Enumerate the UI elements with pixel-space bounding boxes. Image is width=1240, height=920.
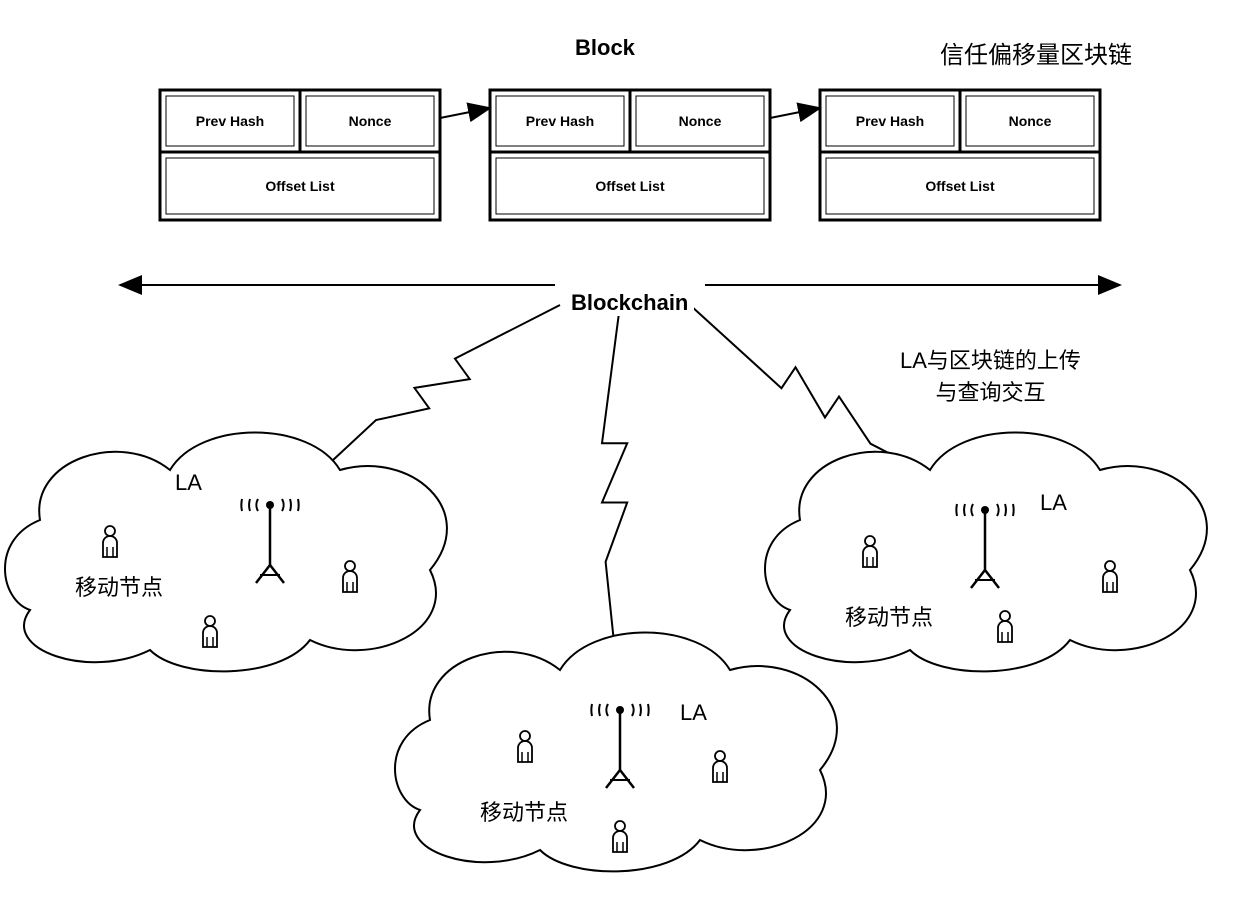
- cloud-group-1: LA 移动节点: [395, 633, 837, 872]
- svg-text:Offset List: Offset List: [265, 178, 335, 194]
- block-2: Prev Hash Nonce Offset List: [820, 90, 1100, 220]
- svg-text:Prev Hash: Prev Hash: [526, 113, 594, 129]
- cloud-group-0: LA 移动节点: [5, 433, 447, 672]
- cloud-shape: [5, 433, 447, 672]
- mobile-node-label: 移动节点: [75, 575, 163, 600]
- mobile-node-label: 移动节点: [845, 605, 933, 630]
- svg-text:Nonce: Nonce: [349, 113, 392, 129]
- svg-text:Nonce: Nonce: [679, 113, 722, 129]
- la-label: LA: [1040, 490, 1067, 515]
- la-label: LA: [680, 700, 707, 725]
- subtitle-trust-offset-blockchain: 信任偏移量区块链: [940, 35, 1132, 70]
- svg-text:Nonce: Nonce: [1009, 113, 1052, 129]
- interaction-line1: LA与区块链的上传: [900, 345, 1081, 377]
- block-arrow-0: [440, 108, 490, 118]
- interaction-label: LA与区块链的上传 与查询交互: [900, 345, 1081, 409]
- svg-text:Offset List: Offset List: [925, 178, 995, 194]
- svg-text:Prev Hash: Prev Hash: [856, 113, 924, 129]
- title-block: Block: [575, 35, 635, 61]
- la-label: LA: [175, 470, 202, 495]
- block-arrow-1: [770, 108, 820, 118]
- cloud-shape: [395, 633, 837, 872]
- svg-text:Offset List: Offset List: [595, 178, 665, 194]
- block-1: Prev Hash Nonce Offset List: [490, 90, 770, 220]
- blockchain-label: Blockchain: [565, 290, 694, 316]
- svg-text:Prev Hash: Prev Hash: [196, 113, 264, 129]
- diagram-canvas: Prev Hash Nonce Offset List Prev Hash Nonce O…: [0, 0, 1240, 920]
- cloud-group-2: LA 移动节点: [765, 433, 1207, 672]
- mobile-node-label: 移动节点: [480, 800, 568, 825]
- interaction-line2: 与查询交互: [900, 377, 1081, 409]
- block-0: Prev Hash Nonce Offset List: [160, 90, 440, 220]
